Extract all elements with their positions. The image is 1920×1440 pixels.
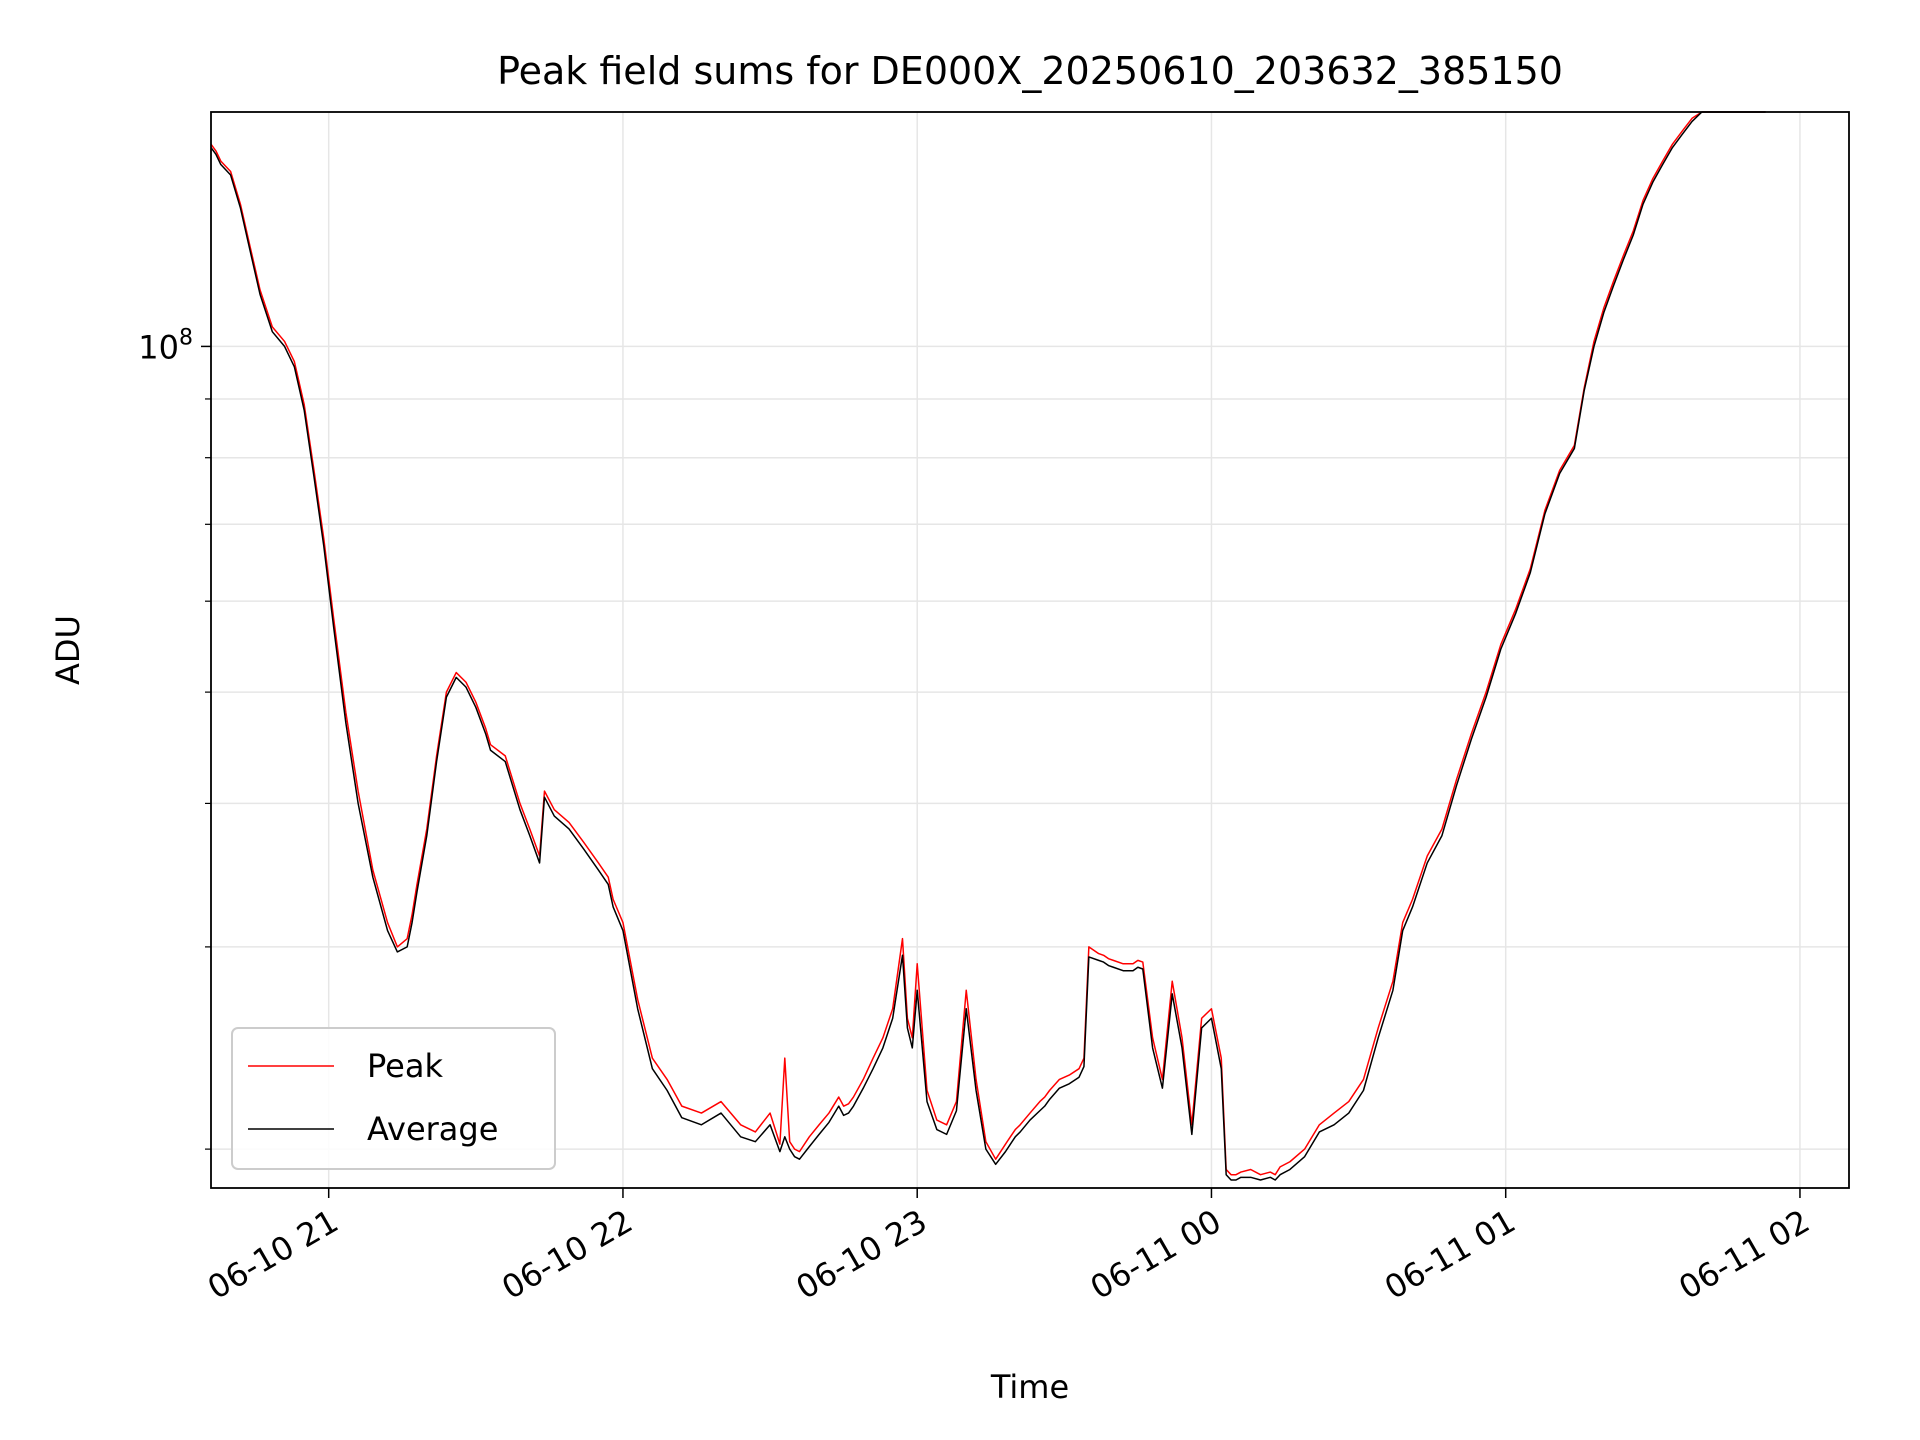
plot-frame <box>210 111 1850 1189</box>
legend: Peak Average <box>231 1027 556 1170</box>
x-axis-label: Time <box>990 1368 1069 1406</box>
legend-peak-label: Peak <box>367 1047 443 1085</box>
series-line-average <box>210 111 1766 1181</box>
y-axis-label: ADU <box>49 615 87 685</box>
series-layer <box>210 111 1766 1181</box>
legend-average-label: Average <box>367 1110 498 1148</box>
chart-title: Peak field sums for DE000X_20250610_2036… <box>497 49 1563 93</box>
grid <box>211 112 1849 1188</box>
series-line-peak <box>210 111 1766 1176</box>
legend-box <box>231 1027 556 1170</box>
